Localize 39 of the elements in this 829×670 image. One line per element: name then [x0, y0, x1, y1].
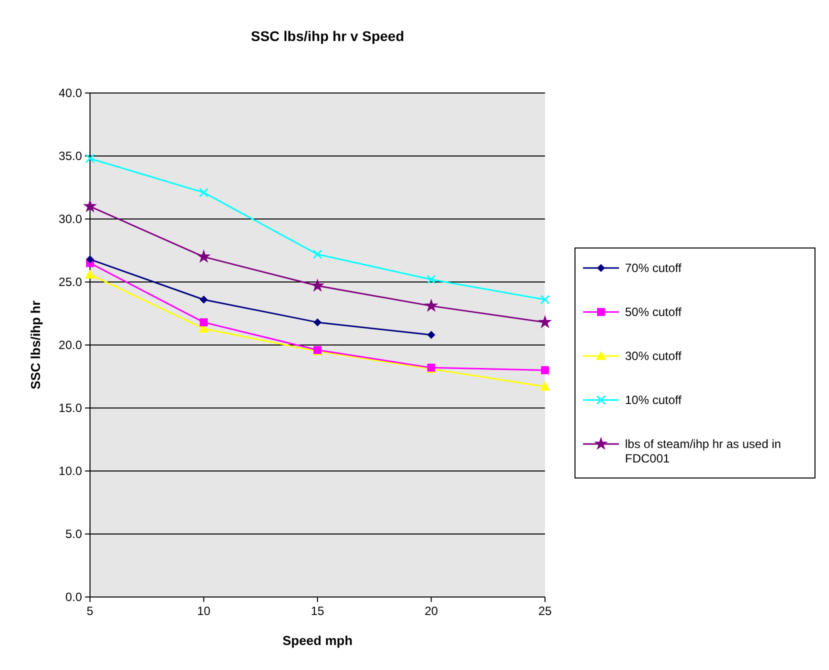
point [427, 330, 436, 339]
y-tick-label: 35.0 [58, 149, 82, 164]
chart-title: SSC lbs/ihp hr v Speed [250, 28, 404, 44]
y-tick-label: 15.0 [58, 401, 82, 416]
point [200, 296, 208, 304]
point [426, 274, 436, 284]
point [314, 318, 322, 326]
legend-label: 50% cutoff [625, 305, 682, 320]
point [312, 250, 322, 260]
y-tick-label: 10.0 [58, 464, 82, 478]
y-tick-label: 30.0 [58, 212, 82, 226]
legend-label: lbs of steam/ihp hr as used in FDC001 [625, 437, 782, 466]
point [540, 382, 550, 391]
point [540, 294, 550, 304]
x-tick-label: 10 [197, 604, 211, 618]
y-axis-title: SSC lbs/ihp hr [28, 300, 43, 390]
x-tick-label: 15 [310, 604, 324, 618]
legend-label: 10% cutoff [625, 393, 682, 408]
y-tick-label: 20.0 [58, 338, 82, 352]
x-tick-label: 20 [424, 604, 438, 618]
x-axis-title: Speed mph [282, 633, 353, 648]
y-tick-label: 25.0 [58, 275, 82, 290]
point [538, 315, 552, 328]
point [83, 199, 97, 212]
legend-label: 30% cutoff [625, 349, 682, 364]
x-tick-label: 5 [86, 604, 94, 618]
point [86, 255, 94, 264]
point [200, 318, 208, 326]
y-tick-label: 0.0 [65, 590, 82, 604]
point [541, 366, 549, 374]
y-tick-label: 40.0 [58, 86, 82, 100]
point [424, 298, 438, 312]
point [196, 249, 211, 263]
point [199, 188, 208, 198]
y-tick-label: 5.0 [65, 527, 82, 542]
point [85, 269, 95, 278]
legend-label: 70% cutoff [625, 261, 682, 276]
x-tick-label: 25 [538, 604, 552, 618]
point [310, 278, 324, 292]
